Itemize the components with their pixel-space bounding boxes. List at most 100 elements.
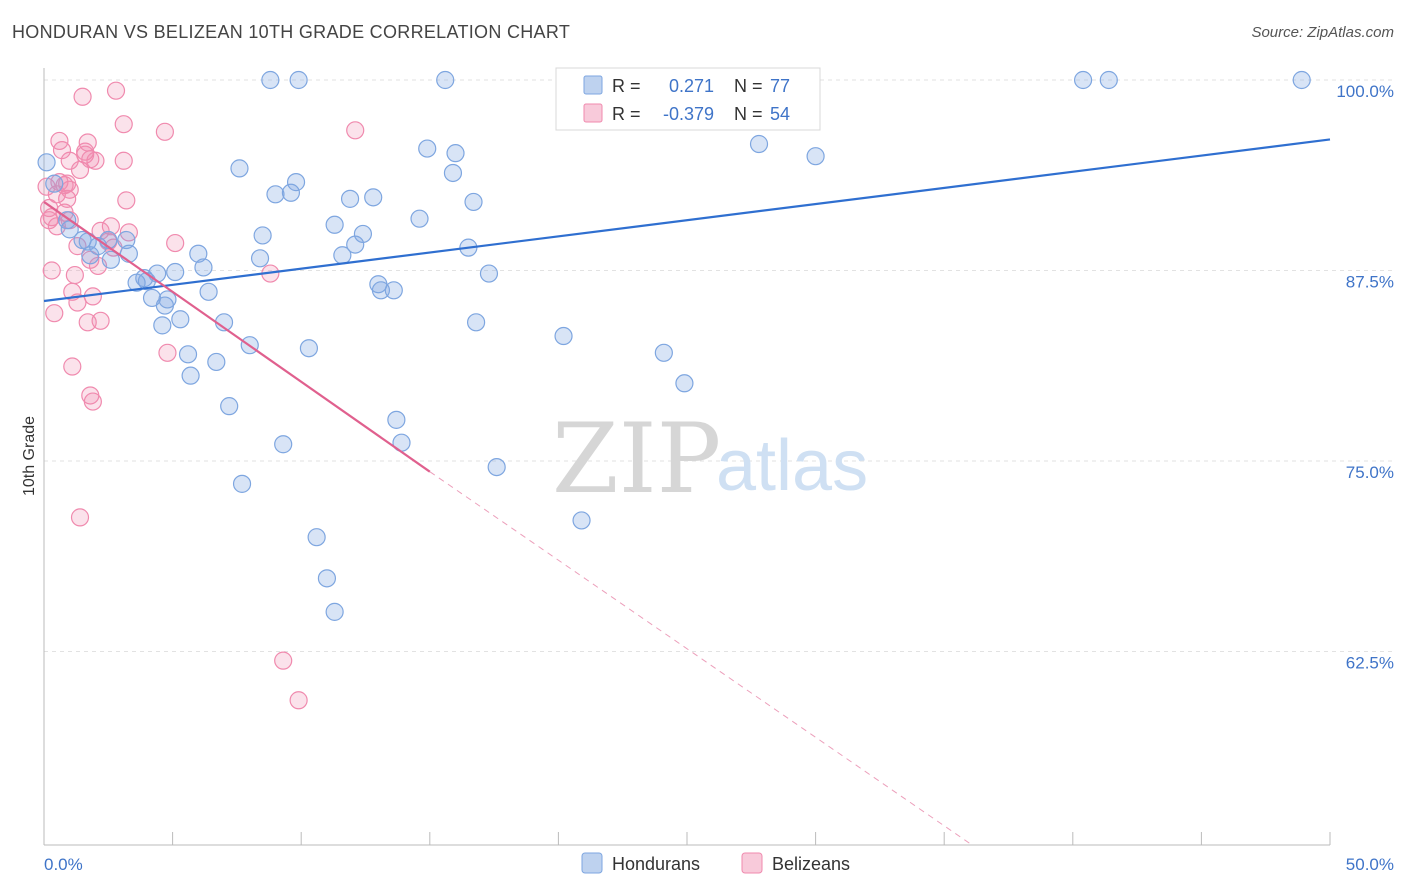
series-swatch-belizeans bbox=[741, 852, 763, 874]
legend-n-label-hondurans: N = bbox=[734, 76, 763, 96]
honduran-point bbox=[194, 258, 213, 277]
x-tick-label-min: 0.0% bbox=[44, 855, 83, 874]
honduran-point bbox=[189, 244, 208, 263]
honduran-point bbox=[410, 209, 429, 228]
hondurans-trendline bbox=[43, 138, 1331, 303]
belizean-point bbox=[83, 392, 102, 411]
trendlines bbox=[43, 138, 1331, 844]
watermark: ZIP atlas bbox=[552, 403, 868, 515]
honduran-point bbox=[340, 189, 360, 208]
legend-n-value-belizeans: 54 bbox=[770, 104, 790, 124]
legend-n-value-hondurans: 77 bbox=[770, 76, 790, 96]
honduran-point bbox=[675, 374, 694, 393]
honduran-point bbox=[479, 264, 499, 283]
honduran-point bbox=[364, 188, 383, 207]
honduran-point bbox=[45, 174, 64, 193]
honduran-point bbox=[181, 366, 200, 385]
belizean-point bbox=[63, 357, 82, 376]
belizean-point bbox=[60, 180, 79, 199]
y-axis-label: 10th Grade bbox=[21, 416, 38, 496]
honduran-point bbox=[466, 313, 486, 332]
honduran-point bbox=[371, 281, 391, 300]
honduran-point bbox=[654, 343, 673, 362]
belizean-point bbox=[70, 508, 90, 527]
y-tick-label: 62.5% bbox=[1346, 654, 1394, 673]
chart-title: HONDURAN VS BELIZEAN 10TH GRADE CORRELAT… bbox=[12, 22, 571, 42]
honduran-point bbox=[418, 139, 437, 158]
honduran-point bbox=[119, 244, 138, 263]
series-label-belizeans: Belizeans bbox=[772, 854, 850, 874]
belizeans-trendline bbox=[43, 201, 431, 473]
belizean-point bbox=[346, 121, 365, 140]
belizean-point bbox=[60, 151, 79, 170]
honduran-point bbox=[178, 345, 198, 364]
honduran-point bbox=[220, 397, 239, 416]
legend-r-value-belizeans: -0.379 bbox=[663, 104, 714, 124]
hondurans-points bbox=[37, 70, 1311, 621]
legend-r-label-hondurans: R = bbox=[612, 76, 641, 96]
honduran-point bbox=[446, 144, 465, 163]
honduran-point bbox=[153, 316, 172, 335]
honduran-point bbox=[281, 183, 301, 202]
honduran-point bbox=[274, 435, 293, 454]
belizean-point bbox=[65, 265, 84, 285]
honduran-point bbox=[464, 192, 483, 212]
y-tick-labels: 62.5% 75.0% 87.5% 100.0% bbox=[1336, 82, 1394, 673]
belizean-point bbox=[86, 151, 105, 170]
legend-r-label-belizeans: R = bbox=[612, 104, 641, 124]
honduran-point bbox=[230, 159, 249, 178]
honduran-point bbox=[749, 134, 769, 154]
honduran-point bbox=[325, 602, 344, 621]
belizean-point bbox=[158, 343, 177, 362]
honduran-point bbox=[325, 215, 344, 234]
honduran-point bbox=[554, 326, 573, 346]
x-ticks bbox=[43, 832, 1331, 845]
honduran-point bbox=[266, 185, 285, 204]
honduran-point bbox=[443, 163, 463, 183]
honduran-point bbox=[286, 173, 306, 192]
honduran-point bbox=[166, 262, 185, 282]
honduran-point bbox=[81, 246, 100, 265]
honduran-point bbox=[806, 147, 825, 166]
honduran-point bbox=[158, 290, 177, 309]
honduran-point bbox=[1073, 70, 1093, 90]
honduran-point bbox=[487, 457, 506, 477]
belizean-point bbox=[101, 217, 120, 236]
legend-n-label-belizeans: N = bbox=[734, 104, 763, 124]
belizean-point bbox=[91, 311, 110, 330]
chart-source: Source: ZipAtlas.com bbox=[1251, 24, 1394, 41]
belizean-point bbox=[155, 122, 174, 141]
series-swatch-hondurans bbox=[581, 852, 603, 874]
honduran-point bbox=[387, 410, 406, 429]
honduran-point bbox=[353, 224, 373, 244]
honduran-point bbox=[253, 226, 272, 245]
belizeans-trendline-extension bbox=[429, 471, 971, 844]
series-legend: Hondurans Belizeans bbox=[581, 852, 850, 874]
honduran-point bbox=[384, 281, 403, 300]
legend-swatch-hondurans bbox=[583, 75, 603, 95]
honduran-point bbox=[232, 474, 252, 493]
watermark-atlas: atlas bbox=[716, 426, 868, 506]
honduran-point bbox=[117, 230, 136, 250]
legend-swatch-belizeans bbox=[583, 103, 603, 123]
honduran-point bbox=[37, 153, 56, 172]
honduran-point bbox=[207, 352, 226, 372]
honduran-point bbox=[299, 339, 319, 358]
watermark-zip: ZIP bbox=[552, 403, 721, 515]
honduran-point bbox=[436, 70, 455, 90]
belizeans-points bbox=[37, 81, 365, 710]
belizean-point bbox=[42, 261, 61, 280]
honduran-point bbox=[572, 511, 591, 530]
series-label-hondurans: Hondurans bbox=[612, 854, 700, 874]
honduran-point bbox=[307, 528, 326, 547]
belizean-point bbox=[274, 651, 293, 670]
belizean-point bbox=[76, 145, 95, 164]
belizean-point bbox=[42, 208, 61, 227]
belizean-point bbox=[166, 233, 185, 253]
honduran-point bbox=[1099, 70, 1118, 90]
y-tick-label: 75.0% bbox=[1346, 463, 1394, 482]
honduran-point bbox=[171, 310, 190, 329]
belizean-point bbox=[73, 87, 92, 106]
belizean-point bbox=[117, 191, 136, 210]
